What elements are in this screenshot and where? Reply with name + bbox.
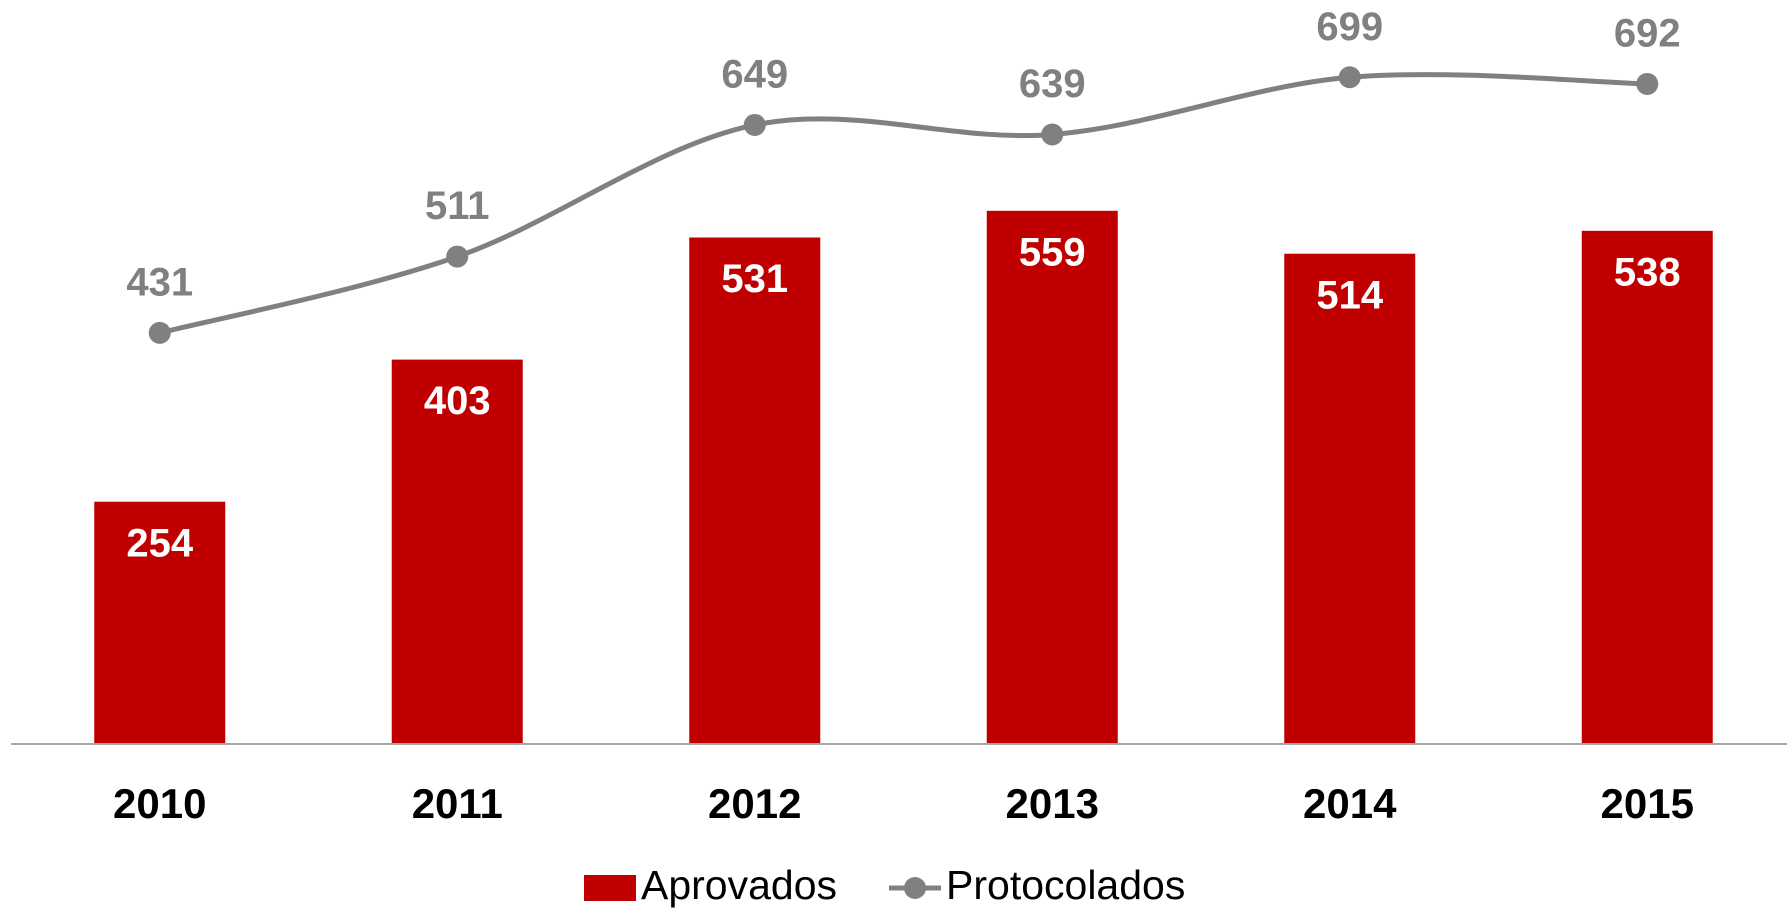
x-tick-label: 2015 [1601, 780, 1694, 827]
legend-swatch-marker [904, 877, 927, 899]
x-tick-label: 2010 [113, 780, 206, 827]
line-point [446, 245, 469, 268]
line-point [1636, 72, 1659, 95]
x-tick-label: 2011 [412, 780, 503, 827]
legend-label: Protocolados [946, 862, 1185, 908]
legend-label: Aprovados [641, 862, 837, 908]
x-tick-label: 2013 [1006, 780, 1099, 827]
bar [1581, 230, 1713, 745]
bar-value-label: 254 [126, 521, 193, 565]
bar [1284, 253, 1416, 744]
line-point [1041, 123, 1064, 146]
line-value-label: 639 [1019, 62, 1086, 106]
bar [689, 237, 821, 744]
line-value-label: 431 [126, 260, 193, 304]
x-tick-label: 2014 [1303, 780, 1397, 827]
line [159, 72, 1648, 336]
line-value-label: 699 [1316, 5, 1383, 49]
line-point [148, 321, 171, 344]
line-point [743, 113, 766, 136]
bar-value-label: 403 [424, 379, 491, 423]
bar [94, 501, 226, 744]
bar-value-label: 538 [1614, 250, 1681, 294]
bar-value-label: 531 [721, 257, 788, 301]
x-tick-label: 2012 [708, 780, 801, 827]
bar-value-label: 559 [1019, 230, 1086, 274]
bar-value-label: 514 [1316, 273, 1383, 317]
bar [391, 359, 523, 744]
bar [986, 210, 1118, 745]
line-value-label: 692 [1614, 12, 1681, 56]
line-value-label: 649 [721, 53, 788, 97]
line-point [1338, 66, 1361, 89]
legend-swatch [584, 875, 636, 901]
line-value-label: 511 [425, 184, 490, 228]
